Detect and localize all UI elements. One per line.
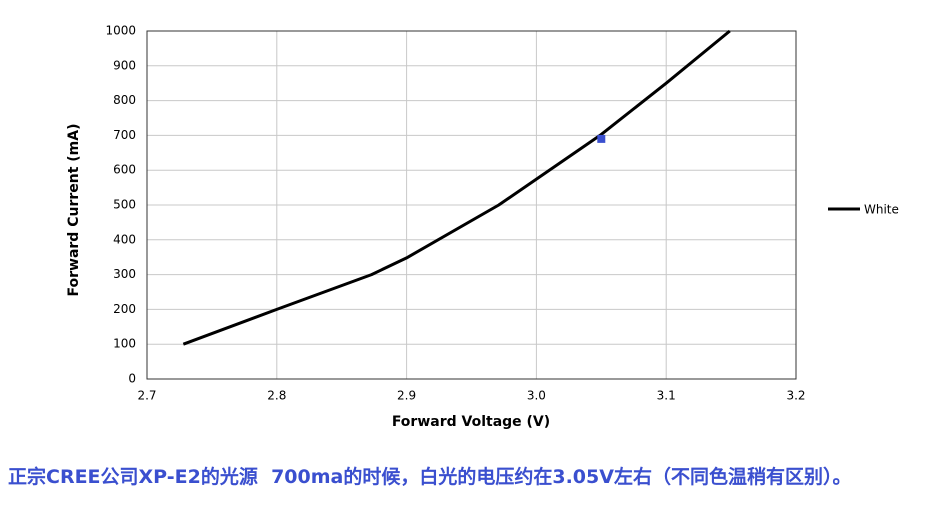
x-tick-label: 3.1 [657,389,676,403]
y-tick-label: 600 [113,163,136,177]
x-tick-label: 3.2 [786,389,805,403]
y-tick-label: 500 [113,198,136,212]
plot-border [146,30,797,380]
y-tick-label: 800 [113,93,136,107]
x-tick-label: 2.7 [137,389,156,403]
series-line [182,29,731,346]
y-tick-label: 0 [128,372,136,386]
y-axis-title: Forward Current (mA) [66,124,82,297]
x-tick-label: 2.9 [397,389,416,403]
y-tick-label: 100 [113,337,136,351]
y-tick-label: 1000 [105,24,136,38]
y-tick-label: 200 [113,302,136,316]
highlight-marker [597,134,606,143]
x-tick-label: 3.0 [527,389,546,403]
caption: 正宗CREE公司XP-E2的光源 700ma的时候，白光的电压约在3.05V左右… [8,466,852,488]
x-tick-label: 2.8 [267,389,286,403]
chart: Forward Voltage (V) Forward Current (mA)… [66,24,899,431]
x-axis-title: Forward Voltage (V) [392,414,550,430]
y-tick-label: 900 [113,58,136,72]
legend-label: White [864,203,899,217]
y-tick-label: 400 [113,232,136,246]
y-tick-label: 300 [113,267,136,281]
y-tick-label: 700 [113,128,136,142]
